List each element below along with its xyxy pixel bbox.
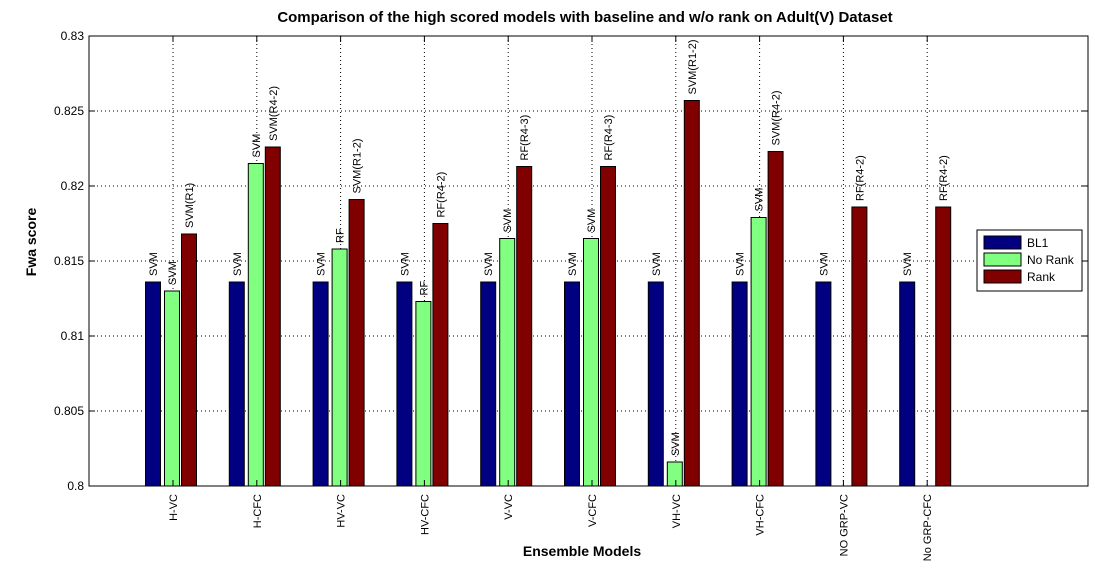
bar-no-rank [247,163,264,487]
x-tick-label: VH-CFC [755,494,767,536]
bar-data-label: SVM [651,252,663,276]
x-axis-title: Ensemble Models [523,543,641,559]
y-tick-label: 0.815 [54,254,84,268]
bar-no-rank [499,238,516,487]
bar-no-rank [331,248,348,487]
bar-rank [767,151,784,487]
legend-swatch-rank [983,269,1022,284]
y-tick-label: 0.83 [61,29,85,43]
y-axis-title: Fwa score [23,208,39,277]
bar-no-rank [666,461,683,487]
bar-bl1 [396,281,413,487]
legend-label: BL1 [1027,236,1049,250]
bar-rank [348,199,365,487]
legend-label: Rank [1027,270,1056,284]
bar-data-label: SVM(R4-2) [771,90,783,145]
bar-data-label: SVM(R1-2) [352,138,364,193]
y-tick-label: 0.805 [54,404,84,418]
bar-bl1 [731,281,748,487]
bar-rank [264,146,281,487]
bar-rank [432,223,449,487]
bar-data-label: SVM [754,188,766,212]
bar-data-label: SVM [316,252,328,276]
y-tick-label: 0.8 [67,479,84,493]
x-tick-label: VH-VC [671,494,683,528]
bar-bl1 [815,281,832,487]
bar-data-label: SVM [251,134,263,158]
x-tick-label: NO GRP-VC [838,494,850,556]
y-tick-label: 0.82 [61,179,85,193]
bar-no-rank [750,217,767,487]
y-tick-label: 0.81 [61,329,85,343]
bar-data-label: RF(R4-3) [603,115,615,161]
bar-data-label: SVM [167,261,179,285]
bar-data-label: SVM [586,209,598,233]
bar-data-label: RF(R4-3) [519,115,531,161]
bar-data-label: SVM [148,252,160,276]
bar-data-label: RF(R4-2) [854,155,866,201]
bar-rank [935,206,952,487]
y-axis: 0.8 0.805 0.81 0.815 0.82 0.825 0.83 [54,29,1088,493]
bar-data-label: SVM [670,432,682,456]
x-axis: H-VC H-CFC HV-VC HV-CFC V-VC V-CFC VH-VC VH-CFC… [168,36,934,561]
x-tick-label: HV-VC [336,494,348,528]
bar-data-label: SVM [567,252,579,276]
x-tick-label: V-VC [503,494,515,520]
legend-swatch-no-rank [983,252,1022,267]
bar-data-label: RF [335,228,347,243]
legend-swatch-bl1 [983,235,1022,250]
bar-no-rank [164,290,180,487]
bar-rank [516,166,533,487]
bar-data-label: SVM [902,252,914,276]
bar-data-label: SVM [399,252,411,276]
bar-bl1 [145,281,161,487]
bar-data-label: SVM [502,209,514,233]
bar-data-label: RF [418,281,430,296]
bar-data-label: SVM [483,252,495,276]
bar-bl1 [228,281,245,487]
bar-rank [851,206,868,487]
x-tick-label: V-CFC [587,494,599,527]
bar-data-label: RF(R4-2) [435,172,447,218]
chart-title: Comparison of the high scored models wit… [277,9,892,26]
bar-bl1 [899,281,916,487]
bar-data-label: SVM [735,252,747,276]
y-tick-label: 0.825 [54,104,84,118]
bar-rank [683,100,700,487]
bar-labels: SVM SVM SVM SVM SVM SVM SVM SVM SVM SVM SVM SVM RF RF… [148,39,950,456]
bar-bl1 [647,281,664,487]
bar-data-label: SVM(R1-2) [687,39,699,94]
x-tick-label: H-CFC [252,494,264,528]
x-tick-label: No GRP-CFC [922,494,934,561]
bar-data-label: SVM(R1) [184,183,196,228]
bar-bl1 [564,281,580,487]
legend-label: No Rank [1027,253,1075,267]
x-tick-label: H-VC [168,494,180,521]
x-tick-label: HV-CFC [419,494,431,535]
bar-data-label: SVM [232,252,244,276]
bar-bl1 [480,281,497,487]
bar-no-rank [415,301,432,487]
bar-data-label: RF(R4-2) [938,155,950,201]
bar-rank [181,233,197,487]
bar-bl1 [312,281,329,487]
bar-no-rank [583,238,599,487]
bar-data-label: SVM(R4-2) [268,86,280,141]
bar-data-label: SVM [818,252,830,276]
bar-rank [600,166,616,487]
legend: BL1 No Rank Rank [976,229,1083,292]
